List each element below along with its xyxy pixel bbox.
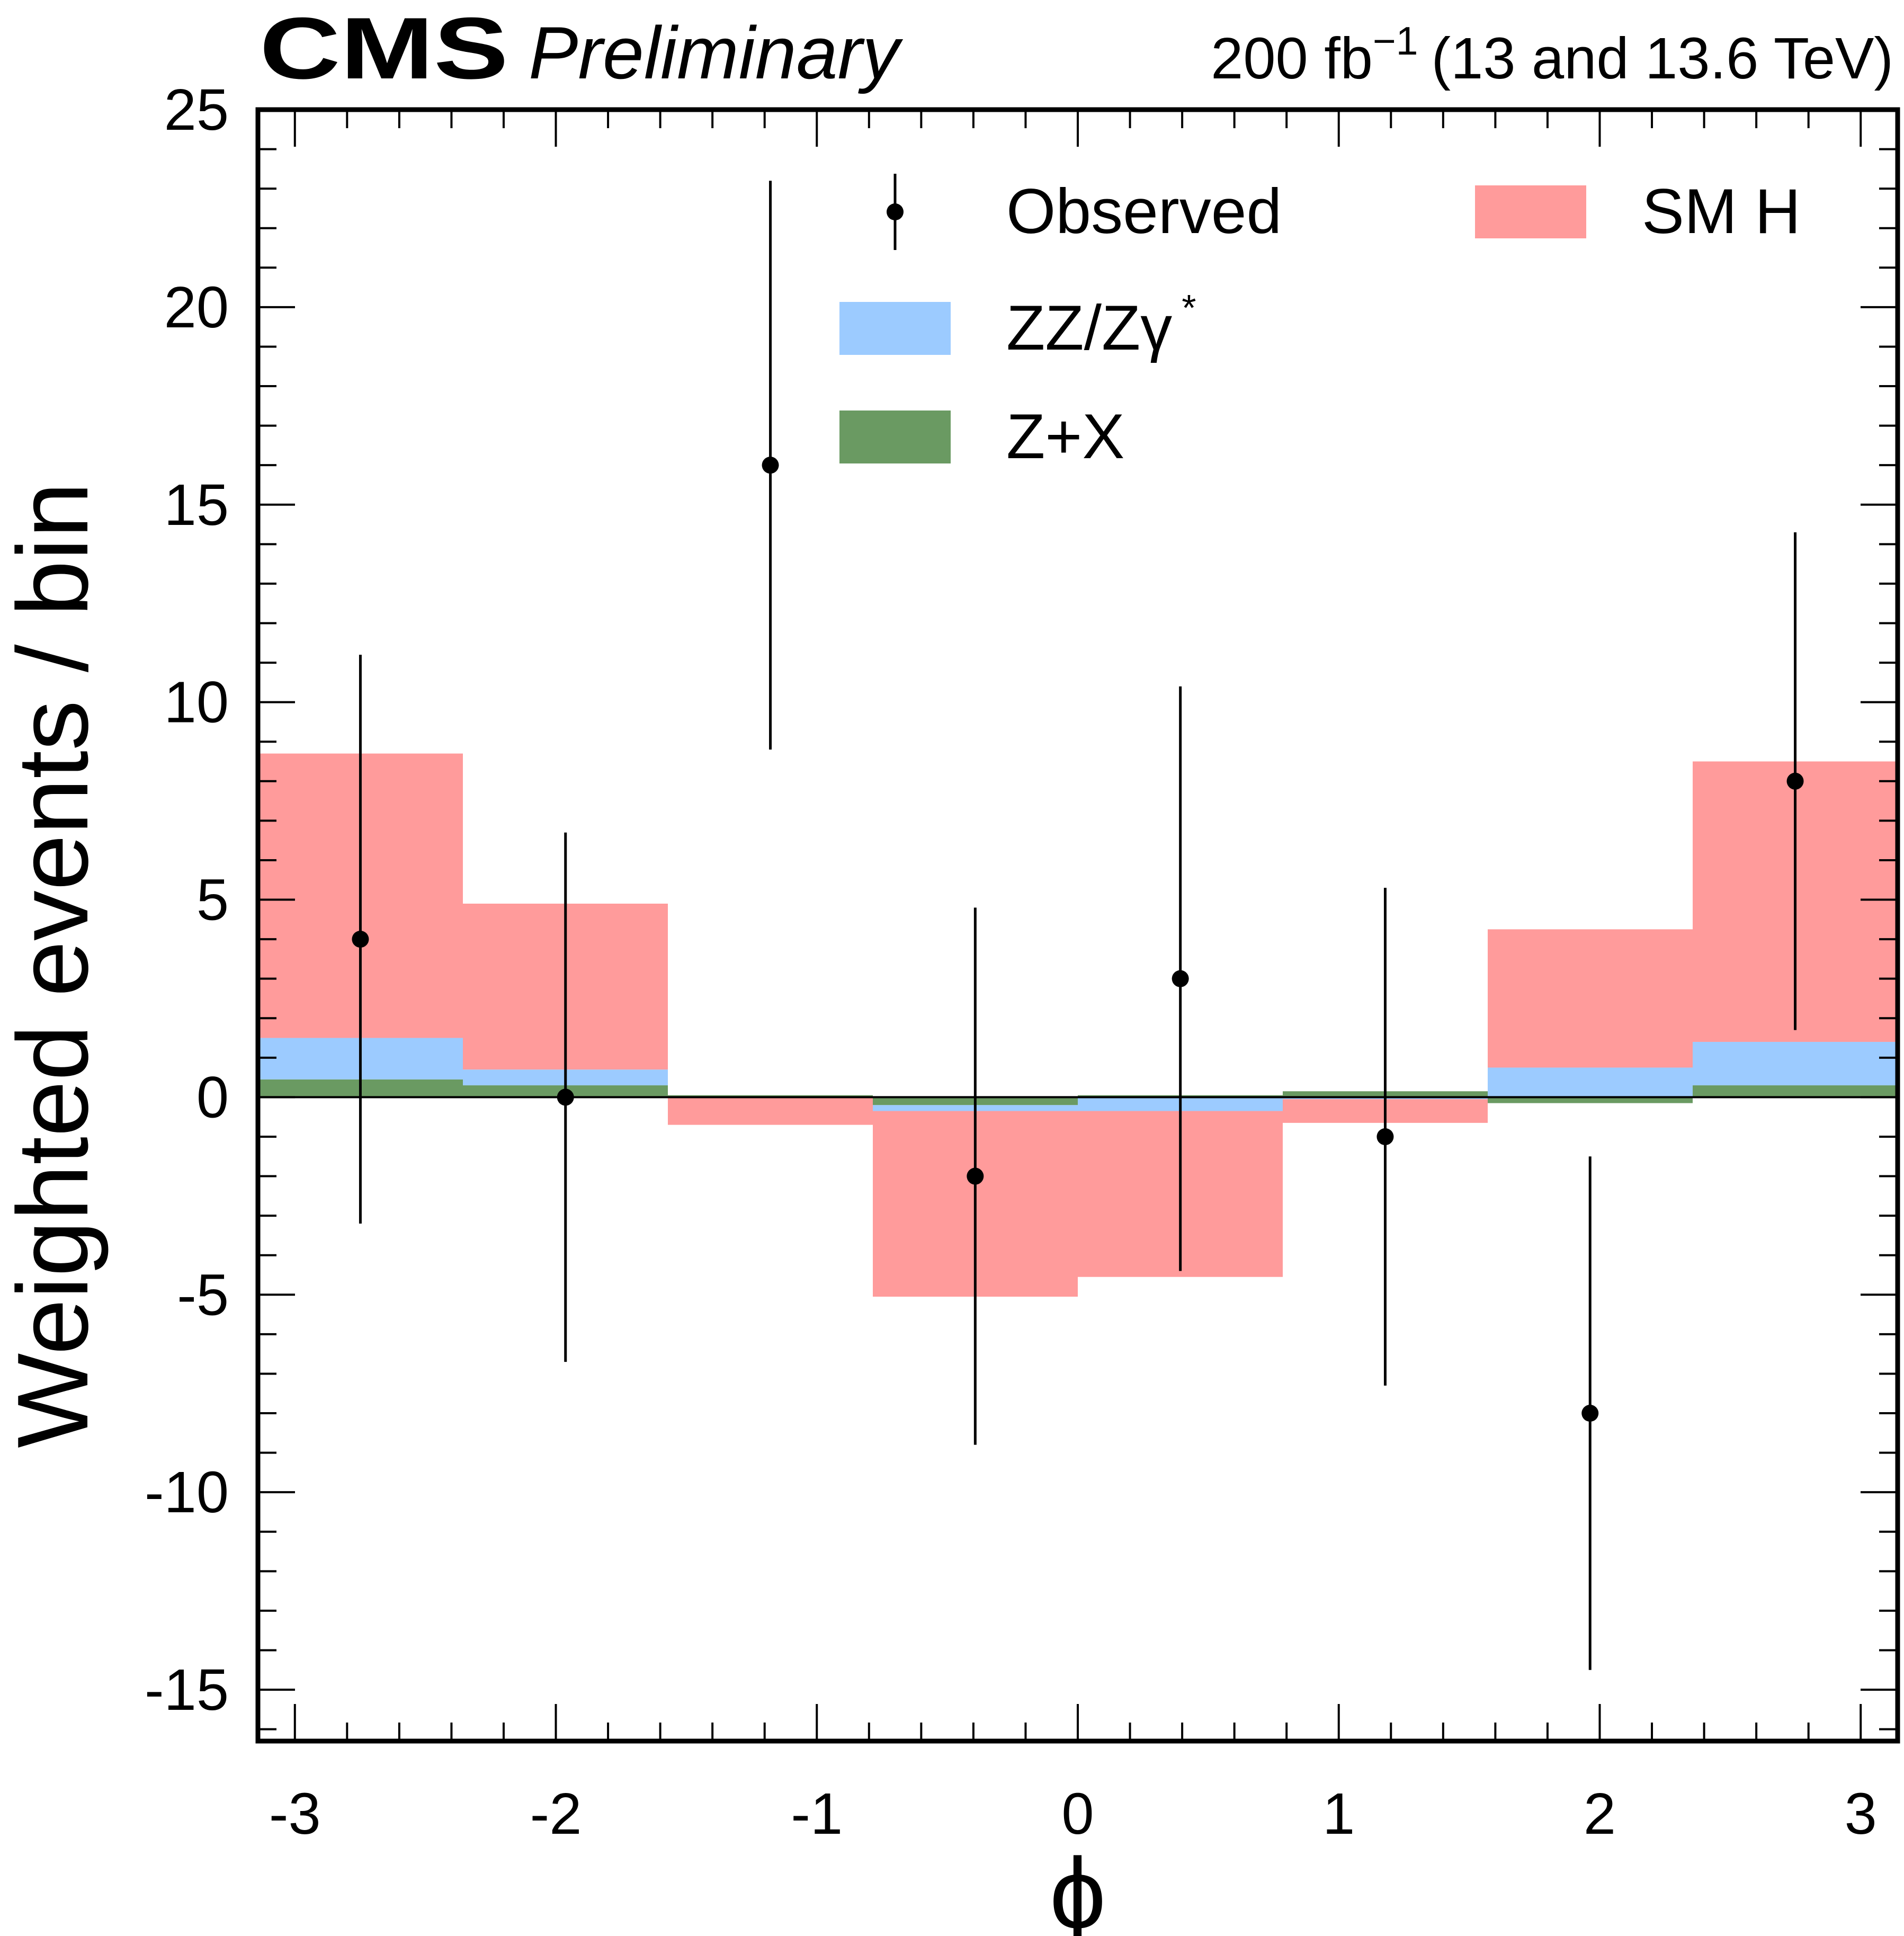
plot-frame (255, 107, 1900, 1744)
observed-point-1 (557, 1089, 574, 1106)
x-tick-label: -1 (791, 1781, 843, 1846)
luminosity-value: 200 fb (1211, 26, 1373, 91)
legend-label-observed: Observed (1006, 176, 1282, 247)
legend-label-zz-z-: ZZ/Zγ * (1006, 287, 1196, 363)
observed-point-3 (967, 1167, 984, 1185)
axis-ticks (258, 109, 1898, 1741)
x-tick-label: 3 (1845, 1781, 1877, 1846)
legend-label-sm-h: SM H (1642, 176, 1801, 247)
y-tick-label: 5 (196, 868, 229, 933)
x-tick-label: 2 (1584, 1781, 1616, 1846)
observed-point-7 (1786, 772, 1804, 790)
bar-z-x-6 (1488, 1097, 1693, 1103)
legend-swatch-sm-h (1475, 185, 1586, 238)
y-tick-label: 20 (164, 275, 229, 340)
bar-zz-z--7 (1693, 1042, 1898, 1086)
legend-label-z-x: Z+X (1006, 401, 1124, 472)
x-axis-title: ϕ (1050, 1837, 1106, 1936)
y-tick-label: -15 (145, 1657, 229, 1723)
observed-point-4 (1172, 970, 1189, 987)
bar-sm-h-6 (1488, 929, 1693, 1068)
bar-z-x-7 (1693, 1085, 1898, 1098)
y-tick-label: 25 (164, 77, 229, 142)
y-axis-title: Weighted events / bin (0, 482, 109, 1448)
x-tick-label: -3 (269, 1781, 321, 1846)
luminosity-energy: (13 and 13.6 TeV) (1432, 26, 1893, 91)
luminosity-label: 200 fb−1 (13 and 13.6 TeV) (1211, 19, 1893, 91)
legend-marker-dot-observed (887, 203, 904, 220)
experiment-label: CMS (260, 0, 508, 97)
status-label: Preliminary (529, 11, 904, 94)
y-tick-label: 0 (196, 1065, 229, 1130)
y-tick-label: 10 (164, 670, 229, 735)
observed-point-5 (1376, 1128, 1394, 1145)
legend-swatch-zz-z- (839, 302, 951, 355)
y-tick-label: 15 (164, 472, 229, 538)
x-tick-label: 0 (1061, 1781, 1094, 1846)
y-tick-label: -5 (177, 1262, 229, 1327)
legend: Observed SM H ZZ/Zγ * Z+X (839, 174, 1801, 472)
observed-point-2 (762, 457, 779, 474)
x-tick-label: 1 (1322, 1781, 1355, 1846)
bar-zz-z--6 (1488, 1067, 1693, 1098)
observed-point-6 (1581, 1405, 1599, 1422)
histogram-bars (258, 753, 1898, 1297)
luminosity-exponent: −1 (1373, 19, 1418, 63)
observed-point-0 (352, 931, 369, 948)
x-tick-label: -2 (530, 1781, 582, 1846)
y-tick-label: -10 (145, 1460, 229, 1525)
legend-swatch-z-x (839, 411, 951, 463)
observed-points (352, 181, 1804, 1670)
legend-label-superscript: * (1182, 287, 1196, 328)
bar-sm-h-2 (668, 1097, 873, 1125)
